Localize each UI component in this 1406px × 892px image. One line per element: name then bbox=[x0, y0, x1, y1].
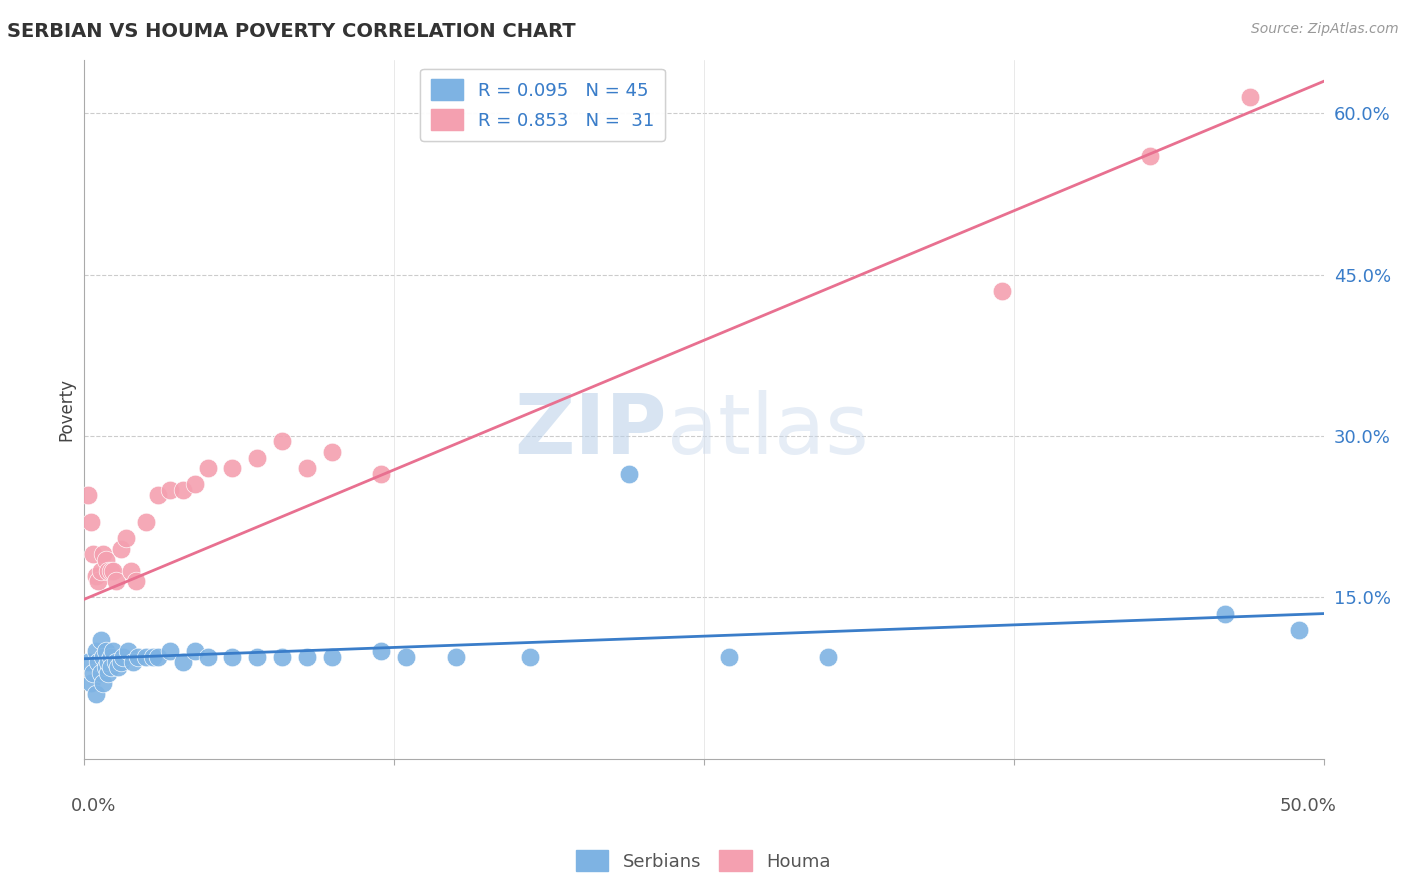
Point bbox=[370, 467, 392, 481]
Point bbox=[395, 649, 418, 664]
Point bbox=[110, 655, 132, 669]
Point bbox=[104, 655, 127, 669]
Point bbox=[619, 467, 641, 481]
Text: ZIP: ZIP bbox=[515, 390, 666, 471]
Point bbox=[321, 445, 343, 459]
Point bbox=[114, 531, 136, 545]
Text: 50.0%: 50.0% bbox=[1279, 797, 1337, 815]
Point bbox=[100, 564, 122, 578]
Point bbox=[97, 665, 120, 680]
Point bbox=[84, 569, 107, 583]
Point bbox=[82, 665, 104, 680]
Point bbox=[146, 488, 169, 502]
Point bbox=[1139, 149, 1161, 163]
Point bbox=[77, 488, 100, 502]
Point bbox=[1288, 623, 1310, 637]
Point bbox=[197, 461, 219, 475]
Point bbox=[246, 450, 269, 465]
Point bbox=[77, 655, 100, 669]
Point bbox=[93, 676, 115, 690]
Point bbox=[221, 461, 243, 475]
Point bbox=[146, 649, 169, 664]
Point bbox=[87, 655, 110, 669]
Point bbox=[90, 633, 112, 648]
Point bbox=[122, 655, 145, 669]
Point bbox=[120, 564, 142, 578]
Point bbox=[519, 649, 541, 664]
Point bbox=[197, 649, 219, 664]
Point bbox=[82, 548, 104, 562]
Point bbox=[370, 644, 392, 658]
Point bbox=[159, 483, 181, 497]
Point bbox=[124, 574, 146, 589]
Point bbox=[84, 644, 107, 658]
Point bbox=[271, 434, 294, 449]
Point bbox=[135, 515, 157, 529]
Point bbox=[94, 553, 117, 567]
Point bbox=[90, 564, 112, 578]
Y-axis label: Poverty: Poverty bbox=[58, 377, 75, 441]
Point bbox=[97, 655, 120, 669]
Legend: Serbians, Houma: Serbians, Houma bbox=[568, 843, 838, 879]
Text: atlas: atlas bbox=[666, 390, 869, 471]
Point bbox=[94, 660, 117, 674]
Point bbox=[104, 574, 127, 589]
Point bbox=[295, 649, 318, 664]
Point bbox=[271, 649, 294, 664]
Point bbox=[84, 687, 107, 701]
Point bbox=[246, 649, 269, 664]
Point bbox=[295, 461, 318, 475]
Point bbox=[80, 676, 103, 690]
Point bbox=[100, 649, 122, 664]
Point bbox=[1213, 607, 1236, 621]
Point bbox=[159, 644, 181, 658]
Point bbox=[1239, 90, 1261, 104]
Point bbox=[127, 649, 149, 664]
Point bbox=[321, 649, 343, 664]
Point bbox=[103, 644, 125, 658]
Text: SERBIAN VS HOUMA POVERTY CORRELATION CHART: SERBIAN VS HOUMA POVERTY CORRELATION CHA… bbox=[7, 22, 575, 41]
Legend: R = 0.095   N = 45, R = 0.853   N =  31: R = 0.095 N = 45, R = 0.853 N = 31 bbox=[420, 69, 665, 141]
Text: Source: ZipAtlas.com: Source: ZipAtlas.com bbox=[1251, 22, 1399, 37]
Point bbox=[90, 665, 112, 680]
Point bbox=[142, 649, 165, 664]
Text: 0.0%: 0.0% bbox=[72, 797, 117, 815]
Point bbox=[184, 477, 207, 491]
Point bbox=[100, 660, 122, 674]
Point bbox=[103, 564, 125, 578]
Point bbox=[94, 644, 117, 658]
Point bbox=[135, 649, 157, 664]
Point bbox=[80, 515, 103, 529]
Point bbox=[172, 655, 194, 669]
Point bbox=[172, 483, 194, 497]
Point bbox=[444, 649, 467, 664]
Point bbox=[221, 649, 243, 664]
Point bbox=[184, 644, 207, 658]
Point bbox=[93, 548, 115, 562]
Point bbox=[93, 649, 115, 664]
Point bbox=[112, 649, 135, 664]
Point bbox=[97, 564, 120, 578]
Point bbox=[110, 542, 132, 557]
Point bbox=[87, 574, 110, 589]
Point bbox=[817, 649, 839, 664]
Point bbox=[717, 649, 740, 664]
Point bbox=[107, 660, 129, 674]
Point bbox=[117, 644, 139, 658]
Point bbox=[990, 284, 1012, 298]
